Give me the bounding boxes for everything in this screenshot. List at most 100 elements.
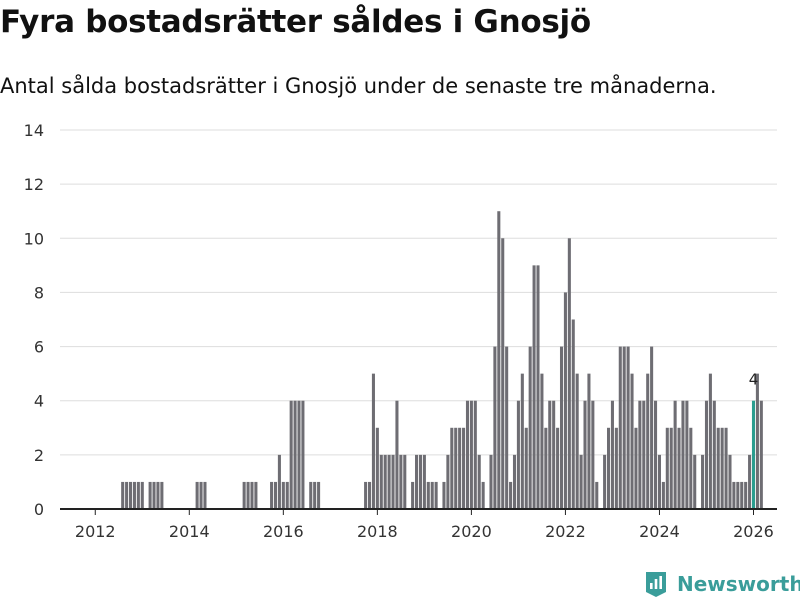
- bar: [121, 481, 125, 509]
- bar: [559, 346, 564, 509]
- bar: [509, 481, 513, 509]
- bar: [744, 481, 748, 509]
- bar: [254, 481, 258, 509]
- x-tick-label: 2026: [733, 522, 774, 541]
- y-tick-label: 2: [34, 446, 44, 465]
- bar: [689, 427, 693, 509]
- bar: [387, 454, 391, 509]
- bar: [665, 427, 669, 509]
- bar: [704, 400, 709, 509]
- bar: [681, 400, 685, 509]
- chart-subtitle: Antal sålda bostadsrätter i Gnosjö under…: [0, 74, 717, 98]
- bar: [701, 454, 705, 509]
- bar: [493, 346, 497, 509]
- bar: [528, 346, 532, 509]
- x-axis-ticks: 2012 2014 2016 2018 2020 2022 2024 2026: [75, 509, 774, 541]
- bar: [673, 400, 677, 509]
- bar: [567, 238, 571, 510]
- bar: [301, 400, 305, 509]
- bar: [426, 481, 430, 509]
- bar: [277, 454, 281, 509]
- bar: [657, 454, 661, 509]
- bar: [422, 454, 426, 509]
- bar: [430, 481, 434, 509]
- bar: [720, 427, 724, 509]
- bar: [638, 400, 642, 509]
- bar: [289, 400, 293, 509]
- bar: [520, 373, 524, 509]
- bar: [371, 373, 375, 509]
- bar: [383, 454, 387, 509]
- bar: [669, 427, 673, 509]
- bar-chart: 0 2 4 6 8 10 12 14 2012 2014 2016 2018 2020 2022 2024…: [24, 121, 777, 541]
- bar: [497, 211, 501, 509]
- bar: [477, 454, 481, 509]
- bar: [677, 427, 681, 509]
- bar: [152, 481, 156, 509]
- bar: [379, 454, 383, 509]
- brand-name: Newsworthy: [677, 572, 800, 596]
- bar: [140, 481, 144, 509]
- bar: [591, 400, 595, 509]
- newsworthy-logo-icon: [646, 572, 666, 597]
- bar: [512, 454, 517, 509]
- bar: [556, 427, 560, 509]
- bar: [481, 481, 485, 509]
- bar: [505, 346, 509, 509]
- y-tick-label: 8: [34, 283, 44, 302]
- bar: [532, 265, 536, 509]
- bar: [610, 400, 614, 509]
- bar: [626, 346, 630, 509]
- x-tick-label: 2016: [263, 522, 304, 541]
- bar: [548, 400, 552, 509]
- bar: [160, 481, 164, 509]
- bar: [132, 481, 136, 509]
- bar: [571, 319, 575, 509]
- newsworthy-brand[interactable]: Newsworthy: [644, 568, 800, 600]
- bar: [587, 373, 591, 509]
- bar: [642, 400, 646, 509]
- bar: [693, 454, 697, 509]
- bar: [650, 346, 654, 509]
- bar: [618, 346, 622, 509]
- bar: [281, 481, 285, 509]
- bar: [712, 400, 716, 509]
- bar: [317, 481, 321, 509]
- bar: [501, 238, 505, 510]
- bar: [368, 481, 372, 509]
- bar: [411, 481, 415, 509]
- bar: [583, 400, 587, 509]
- bar: [473, 400, 477, 509]
- y-tick-label: 4: [34, 392, 44, 411]
- bar: [489, 454, 493, 509]
- bar: [270, 481, 274, 509]
- highlight-bar-label: 4: [749, 371, 759, 389]
- bar: [728, 454, 732, 509]
- grid-lines: [60, 129, 777, 456]
- bar: [403, 454, 407, 509]
- bar: [685, 400, 689, 509]
- bar: [536, 265, 540, 509]
- bar: [285, 481, 289, 509]
- bar: [434, 481, 438, 509]
- y-axis-ticks: 0 2 4 6 8 10 12 14: [24, 121, 44, 519]
- x-tick-label: 2022: [545, 522, 586, 541]
- bar: [755, 373, 759, 509]
- y-tick-label: 14: [24, 121, 44, 140]
- bar: [446, 454, 450, 509]
- bar: [293, 400, 297, 509]
- bar: [552, 400, 556, 509]
- bar: [375, 427, 379, 509]
- bar: [607, 427, 611, 509]
- bar: [563, 292, 567, 509]
- bar: [654, 400, 658, 509]
- chart-title: Fyra bostadsrätter såldes i Gnosjö: [0, 4, 591, 40]
- bar: [242, 481, 246, 509]
- y-tick-label: 6: [34, 338, 44, 357]
- bar: [732, 481, 736, 509]
- annotations: 4: [749, 371, 759, 389]
- bar: [516, 400, 520, 509]
- bar: [250, 481, 254, 509]
- bar: [454, 427, 458, 509]
- bar: [136, 481, 140, 509]
